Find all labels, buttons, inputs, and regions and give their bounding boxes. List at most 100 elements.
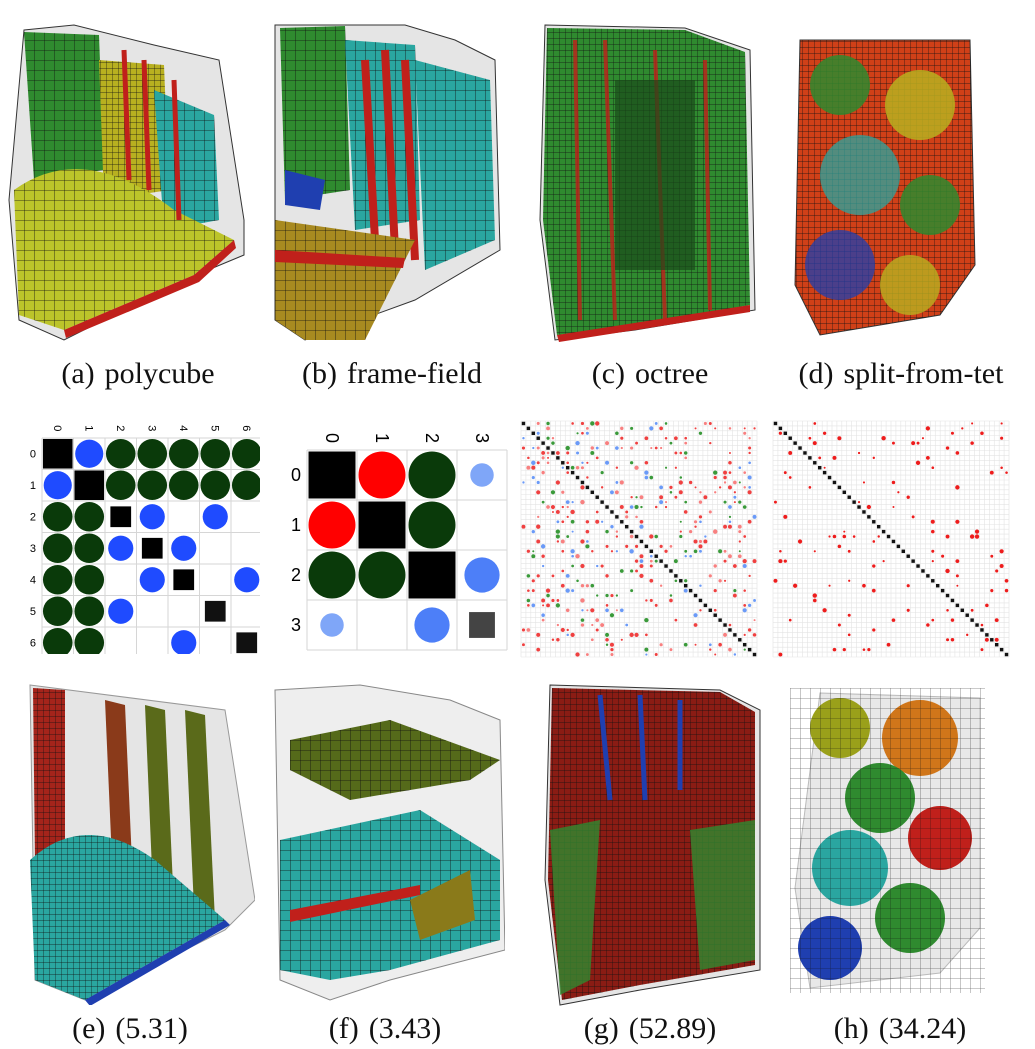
matrix-cell <box>629 461 634 465</box>
matrix-cell <box>822 431 827 435</box>
matrix-cell <box>723 559 727 563</box>
matrix-cell <box>585 520 590 524</box>
matrix-cell <box>231 438 262 469</box>
matrix-diagonal-cell <box>585 485 590 490</box>
matrix-cell <box>931 529 935 534</box>
matrix-cell <box>630 446 634 450</box>
matrix-cell <box>546 426 550 431</box>
matrix-cell <box>911 441 916 446</box>
matrix-diagonal-cell <box>718 618 722 622</box>
matrix-cell <box>699 520 702 524</box>
matrix-diagonal-cell <box>827 475 832 480</box>
matrix-cell <box>571 422 574 425</box>
matrix-cell <box>727 524 732 529</box>
matrix-cell <box>605 632 609 637</box>
matrix-cell <box>586 609 589 612</box>
matrix-cell <box>546 436 550 440</box>
matrix-cell <box>713 564 717 568</box>
matrix-diagonal-cell <box>575 475 580 480</box>
matrix-diagonal-cell <box>551 451 555 455</box>
matrix-cell <box>605 604 609 607</box>
matrix-cell <box>733 491 737 494</box>
matrix-cell <box>560 627 565 633</box>
matrix-diagonal-cell <box>817 465 822 470</box>
matrix-cell <box>743 648 746 651</box>
matrix-cell <box>580 563 585 569</box>
mesh-h <box>790 688 985 993</box>
adjacency-matrix-4: 0 0 1 1 2 2 3 3 <box>285 420 510 652</box>
mesh-frame-field <box>265 20 510 345</box>
matrix-cell <box>679 534 683 539</box>
matrix-diagonal-cell <box>881 529 886 534</box>
matrix-diagonal-cell <box>832 480 837 485</box>
matrix-cell <box>566 515 569 519</box>
matrix-cell <box>625 510 629 514</box>
matrix-cell <box>669 594 673 597</box>
matrix-cell <box>202 504 228 530</box>
matrix-cell <box>540 544 546 549</box>
matrix-diagonal-cell <box>747 647 752 652</box>
matrix-cell <box>694 643 697 646</box>
matrix-cell <box>236 632 258 654</box>
matrix-diagonal-cell <box>610 510 614 514</box>
matrix-diagonal-cell <box>950 598 955 603</box>
matrix-cell <box>862 481 866 484</box>
matrix-cell <box>1000 436 1004 440</box>
matrix-diagonal-cell <box>565 465 570 470</box>
matrix-cell <box>551 574 555 578</box>
matrix-cell <box>872 564 876 568</box>
matrix-cell <box>941 554 945 558</box>
matrix-cell <box>546 421 550 426</box>
matrix-cell <box>683 642 688 647</box>
matrix-cell <box>541 470 545 475</box>
matrix-cell <box>635 569 639 573</box>
matrix-cell <box>974 534 980 539</box>
matrix-cell <box>590 450 595 455</box>
column-header: 2 <box>114 425 126 431</box>
matrix-diagonal-cell <box>674 574 678 578</box>
matrix-cell <box>640 505 643 509</box>
matrix-cell <box>693 520 698 524</box>
matrix-cell <box>464 557 500 593</box>
matrix-diagonal-cell <box>669 569 673 573</box>
matrix-cell <box>664 505 668 509</box>
matrix-cell <box>585 431 589 435</box>
matrix-cell <box>669 598 673 603</box>
matrix-cell <box>673 559 678 564</box>
matrix-cell <box>812 598 817 603</box>
caption-g: (g) (52.89) <box>583 1012 717 1045</box>
matrix-cell <box>630 569 634 573</box>
matrix-cell <box>580 584 585 588</box>
matrix-cell <box>576 432 579 435</box>
matrix-cell <box>541 456 545 460</box>
matrix-cell <box>570 509 575 515</box>
matrix-cell <box>872 456 875 460</box>
column-header: 4 <box>177 425 189 431</box>
matrix-cell <box>684 549 688 553</box>
matrix-diagonal-cell <box>921 569 925 573</box>
matrix-cell <box>634 505 639 510</box>
matrix-cell <box>891 480 896 485</box>
matrix-diagonal-cell <box>639 539 644 544</box>
matrix-cell <box>737 524 742 529</box>
matrix-cell <box>906 608 910 612</box>
matrix-cell <box>881 436 886 441</box>
matrix-cell <box>526 628 531 632</box>
matrix-cell <box>673 436 678 441</box>
matrix-cell <box>733 589 737 593</box>
matrix-diagonal-cell <box>808 456 812 460</box>
matrix-cell <box>580 618 585 622</box>
matrix-cell <box>832 647 837 652</box>
matrix-cell <box>728 427 732 430</box>
matrix-diagonal-cell <box>852 500 856 504</box>
matrix-cell <box>561 466 564 469</box>
matrix-cell <box>742 608 747 613</box>
matrix-diagonal-cell <box>847 495 851 499</box>
matrix-cell <box>526 465 531 470</box>
matrix-cell <box>644 470 649 475</box>
matrix-cell <box>541 564 545 568</box>
matrix-cell <box>42 533 73 564</box>
matrix-cell <box>911 515 915 519</box>
matrix-cell <box>551 436 555 440</box>
mesh-split-from-tet <box>790 35 980 340</box>
